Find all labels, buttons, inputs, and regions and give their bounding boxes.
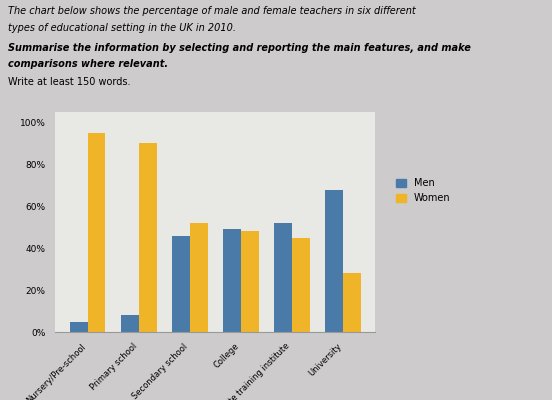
Bar bbox=[325, 190, 343, 332]
Bar bbox=[139, 144, 157, 332]
Bar bbox=[190, 223, 208, 332]
Bar bbox=[70, 322, 88, 332]
Bar bbox=[223, 229, 241, 332]
Bar bbox=[274, 223, 292, 332]
Text: comparisons where relevant.: comparisons where relevant. bbox=[8, 59, 168, 69]
Text: The chart below shows the percentage of male and female teachers in six differen: The chart below shows the percentage of … bbox=[8, 6, 416, 16]
Text: Summarise the information by selecting and reporting the main features, and make: Summarise the information by selecting a… bbox=[8, 43, 471, 53]
Bar bbox=[343, 273, 361, 332]
Bar bbox=[88, 133, 105, 332]
Text: types of educational setting in the UK in 2010.: types of educational setting in the UK i… bbox=[8, 23, 236, 33]
Bar bbox=[172, 236, 190, 332]
Bar bbox=[121, 315, 139, 332]
Bar bbox=[292, 238, 310, 332]
Legend: Men, Women: Men, Women bbox=[396, 178, 450, 203]
Text: Write at least 150 words.: Write at least 150 words. bbox=[8, 77, 131, 87]
Bar bbox=[241, 232, 259, 332]
